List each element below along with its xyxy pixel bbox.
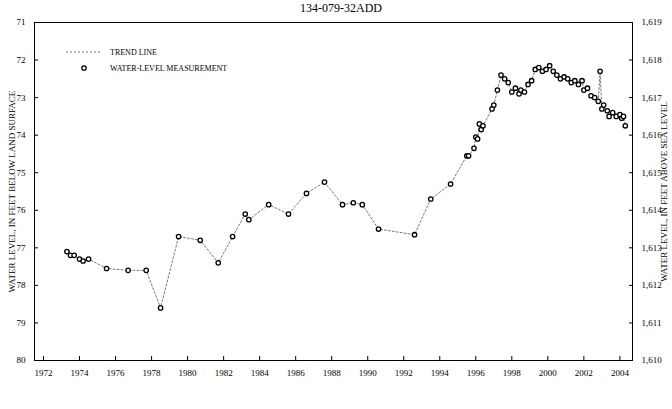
html-text:WATER-LEVEL MEASUREMENT: WATER-LEVEL MEASUREMENT (110, 63, 228, 73)
svg-text:1,616: 1,616 (641, 130, 662, 140)
svg-text:75: 75 (17, 168, 27, 178)
svg-text:1988: 1988 (323, 368, 342, 378)
svg-text:1996: 1996 (467, 368, 486, 378)
svg-text:WATER LEVEL, IN FEET BELOW LAN: WATER LEVEL, IN FEET BELOW LAND SURFACE (7, 90, 17, 292)
svg-text:72: 72 (17, 55, 26, 65)
svg-text:77: 77 (17, 243, 27, 253)
svg-text:1990: 1990 (359, 368, 378, 378)
svg-text:71: 71 (17, 17, 26, 27)
svg-text:2000: 2000 (539, 368, 558, 378)
svg-text:1,612: 1,612 (641, 280, 662, 291)
svg-text:80: 80 (17, 355, 27, 365)
svg-text:1,613: 1,613 (641, 242, 662, 253)
svg-text:1982: 1982 (215, 368, 233, 378)
html-text:TREND LINE: TREND LINE (110, 47, 157, 57)
svg-text:1984: 1984 (251, 368, 270, 378)
svg-text:1980: 1980 (179, 368, 198, 378)
svg-text:1,618: 1,618 (642, 55, 663, 65)
svg-text:1,610: 1,610 (642, 355, 663, 365)
svg-text:78: 78 (17, 280, 27, 290)
svg-text:76: 76 (17, 205, 27, 215)
svg-text:1992: 1992 (395, 368, 413, 378)
svg-text:1978: 1978 (143, 368, 162, 378)
svg-text:1,611: 1,611 (642, 318, 662, 328)
svg-text:1974: 1974 (71, 368, 90, 378)
svg-text:1972: 1972 (35, 368, 53, 378)
svg-text:1976: 1976 (107, 368, 126, 378)
svg-text:1994: 1994 (431, 368, 450, 378)
svg-text:73: 73 (17, 92, 27, 102)
svg-text:1,619: 1,619 (642, 17, 663, 27)
svg-text:79: 79 (17, 318, 27, 328)
html-text:134-079-32ADD: 134-079-32ADD (300, 1, 382, 15)
svg-text:2002: 2002 (575, 368, 593, 378)
svg-text:2004: 2004 (611, 368, 630, 378)
svg-text:1,615: 1,615 (641, 167, 662, 178)
svg-text:1998: 1998 (503, 368, 522, 378)
svg-text:1,617: 1,617 (642, 92, 663, 102)
svg-text:1986: 1986 (287, 368, 306, 378)
svg-text:WATER LEVEL, IN FEET ABOVE SEA: WATER LEVEL, IN FEET ABOVE SEA LEVEL (659, 101, 669, 282)
svg-text:74: 74 (17, 130, 27, 140)
svg-text:1,614: 1,614 (641, 205, 662, 216)
